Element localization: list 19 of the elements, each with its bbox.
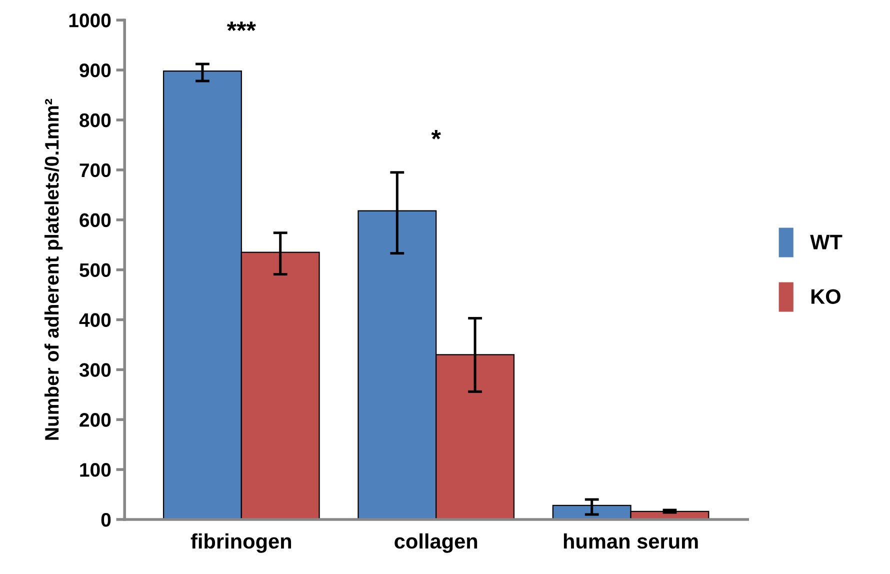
legend-label: WT — [810, 234, 842, 250]
y-tick-label: 0 — [101, 512, 111, 527]
y-tick-label: 400 — [79, 313, 111, 327]
y-tick-label: 200 — [80, 413, 111, 427]
y-tick-label: 700 — [80, 163, 111, 178]
y-tick-label: 100 — [80, 463, 111, 477]
x-tick-label: fibrinogen — [190, 533, 292, 553]
y-axis-title: Number of adherent platelets/0.1mm² — [44, 98, 63, 440]
y-tick-label: 500 — [80, 263, 111, 278]
x-tick-label: collagen — [394, 533, 478, 553]
annotation: * — [431, 130, 441, 140]
x-tick-label: human serum — [564, 533, 698, 549]
y-tick-label: 1000 — [69, 14, 111, 28]
y-tick-label: 300 — [79, 363, 111, 377]
y-tick-label: 600 — [80, 213, 111, 228]
y-tick-label: 800 — [80, 113, 111, 128]
legend-label: KO — [811, 289, 840, 304]
annotation: *** — [226, 22, 256, 31]
y-tick-label: 900 — [80, 63, 111, 78]
